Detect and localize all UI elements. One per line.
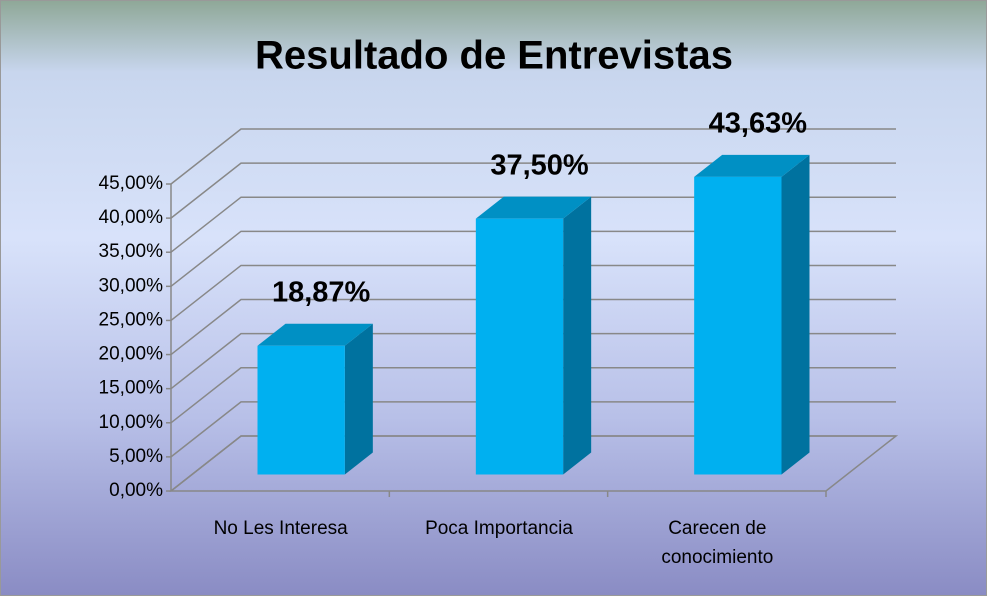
grid-line <box>170 264 896 322</box>
bar <box>694 176 782 475</box>
x-tick-label: No Les Interesa <box>213 518 348 539</box>
y-tick-label: 10,00% <box>99 412 164 433</box>
grid-line <box>170 162 896 219</box>
data-label: 43,63% <box>709 108 808 140</box>
chart-title: Resultado de Entrevistas <box>255 34 733 78</box>
bar-top <box>694 154 810 177</box>
bar-side <box>563 196 592 475</box>
y-tick-label: 30,00% <box>99 275 164 296</box>
bar-side <box>344 323 373 475</box>
grid-line <box>170 435 896 492</box>
y-tick-label: 40,00% <box>99 207 164 228</box>
bar-top <box>475 196 592 219</box>
grid-line <box>170 332 896 390</box>
y-tick-label: 25,00% <box>99 309 164 330</box>
y-tick-label: 15,00% <box>99 378 164 399</box>
x-tick-label: Poca Importancia <box>425 518 573 539</box>
y-tick-label: 0,00% <box>109 480 163 501</box>
data-label: 37,50% <box>490 149 589 181</box>
grid-line <box>170 230 896 287</box>
data-label: 18,87% <box>272 276 371 308</box>
bar <box>475 218 564 475</box>
y-tick-label: 35,00% <box>99 241 164 262</box>
bar-side <box>781 154 810 475</box>
grid-line <box>170 128 896 185</box>
bar <box>257 345 345 475</box>
x-tick-label: Carecen de conocimiento <box>661 518 774 568</box>
y-tick-label: 20,00% <box>99 344 164 365</box>
grid-line <box>170 401 896 458</box>
y-tick-label: 45,00% <box>99 173 164 194</box>
y-tick-label: 5,00% <box>109 446 163 467</box>
grid-line <box>170 367 896 424</box>
grid-line <box>170 196 896 253</box>
grid-line <box>170 298 896 356</box>
bar-top <box>257 323 373 346</box>
